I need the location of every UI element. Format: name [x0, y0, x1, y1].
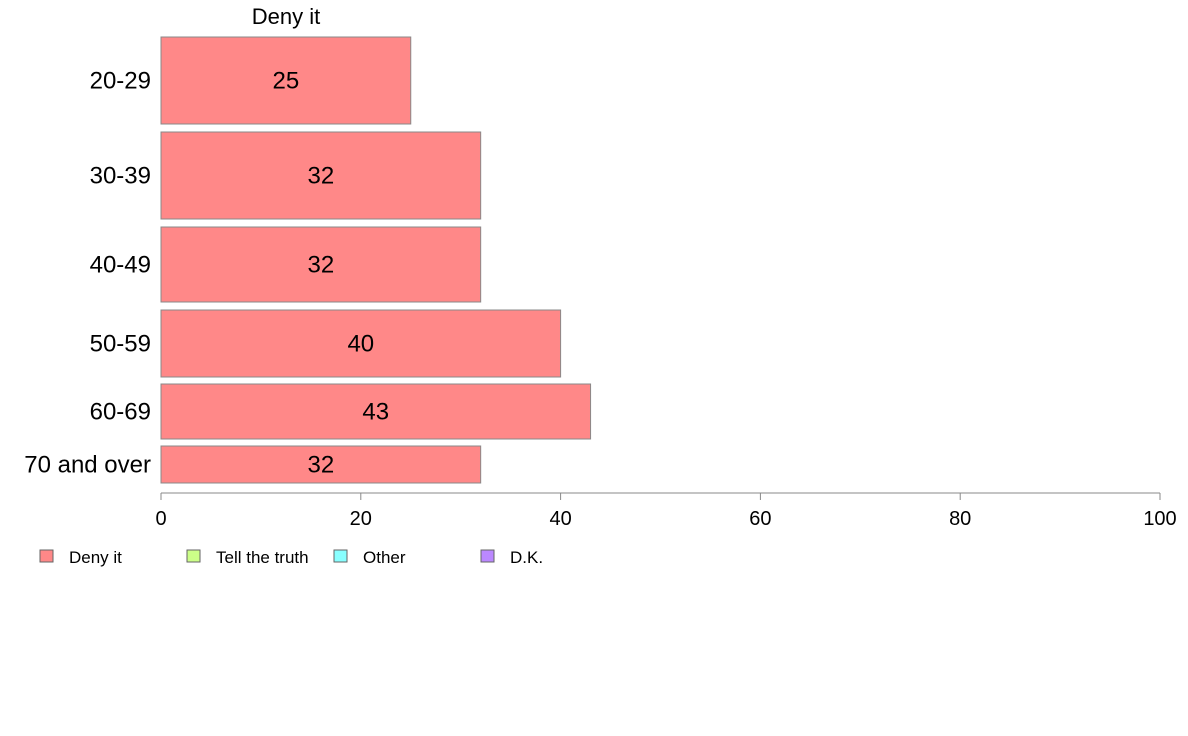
- category-label: 30-39: [90, 163, 151, 190]
- category-label: 20-29: [90, 68, 151, 95]
- legend-swatch: [480, 549, 495, 563]
- category-label: 50-59: [90, 331, 151, 358]
- bar-40-49: [160, 226, 482, 303]
- x-tick-label: 0: [155, 508, 166, 530]
- data-label: 40: [347, 331, 374, 358]
- series-title: Deny it: [252, 4, 320, 29]
- legend: Deny it Tell the truth Other D.K.: [39, 548, 543, 567]
- data-label: 32: [307, 452, 334, 479]
- legend-label: Deny it: [69, 548, 122, 567]
- x-tick-label: 100: [1143, 508, 1176, 530]
- bar-20-29: [160, 36, 412, 125]
- legend-swatch: [333, 549, 348, 563]
- legend-label: Tell the truth: [216, 548, 309, 567]
- bar-70-and-over: [160, 445, 482, 484]
- category-label: 40-49: [90, 252, 151, 279]
- legend-swatch: [39, 549, 54, 563]
- x-tick-label: 20: [350, 508, 372, 530]
- data-label: 32: [307, 252, 334, 279]
- legend-label: Other: [363, 548, 406, 567]
- data-label: 25: [273, 68, 300, 95]
- legend-swatch: [186, 549, 201, 563]
- x-axis: 0 20 40 60 80 100: [155, 492, 1177, 530]
- x-tick-label: 80: [949, 508, 971, 530]
- x-tick-label: 40: [549, 508, 571, 530]
- category-label: 60-69: [90, 399, 151, 426]
- x-tick-label: 60: [749, 508, 771, 530]
- legend-label: D.K.: [510, 548, 543, 567]
- data-label: 43: [362, 399, 389, 426]
- data-label: 32: [307, 163, 334, 190]
- bar-60-69: [160, 383, 592, 440]
- bar-30-39: [160, 131, 482, 220]
- bar-50-59: [160, 309, 562, 378]
- bars-group: 25 20-29 32 30-39 32 40-49 40 50-59 43 60-69 32 70 …: [24, 36, 592, 484]
- category-label: 70 and over: [24, 452, 151, 479]
